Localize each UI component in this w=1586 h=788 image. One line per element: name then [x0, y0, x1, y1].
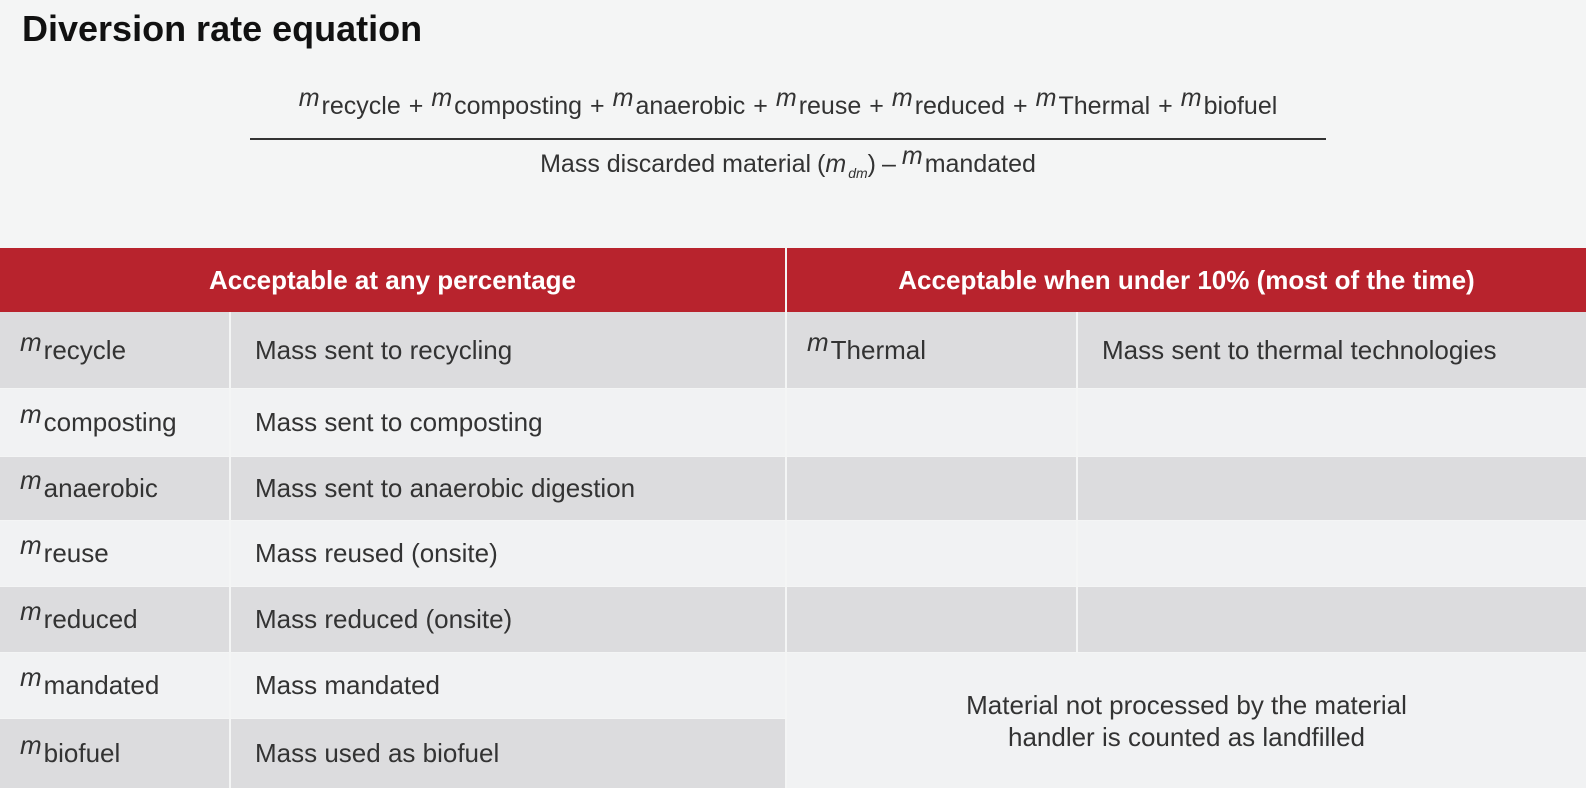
subscript: recycle: [43, 334, 127, 365]
term: mmandated: [902, 142, 1036, 179]
symbol: m: [20, 530, 42, 560]
symbol-cell: mreuse: [0, 521, 229, 586]
symbol-cell: mreduced: [0, 587, 229, 652]
symbol-cell: mmandated: [0, 653, 229, 718]
symbol-cell: mbiofuel: [0, 719, 229, 788]
symbol-cell: manaerobic: [0, 457, 229, 520]
symbol: m: [1180, 84, 1202, 112]
subscript: mandated: [43, 670, 160, 700]
symbol: m: [807, 326, 829, 357]
term: mrecycle: [20, 327, 127, 366]
symbol: m: [891, 84, 913, 112]
description-cell: Mass reused (onsite): [231, 521, 785, 586]
subscript: reduced: [914, 92, 1006, 120]
description-cell: Mass reduced (onsite): [231, 587, 785, 652]
symbol: m: [612, 84, 634, 112]
symbol: m: [825, 150, 847, 178]
subscript: anaerobic: [43, 473, 158, 503]
term: mcomposting: [20, 399, 177, 438]
operator: +: [753, 92, 768, 120]
operator: +: [869, 92, 884, 120]
symbol: m: [20, 596, 42, 626]
subscript: reuse: [43, 538, 109, 568]
symbol: m: [431, 84, 453, 112]
subscript: dm: [848, 165, 868, 181]
subscript: biofuel: [1203, 92, 1278, 120]
description-cell: Mass used as biofuel: [231, 719, 785, 788]
description-cell: [1078, 457, 1586, 520]
subscript: Thermal: [1058, 92, 1151, 120]
term: mcomposting: [431, 84, 583, 121]
header-cell: Acceptable at any percentage: [0, 248, 785, 312]
title: Diversion rate equation: [22, 8, 423, 49]
term: mThermal: [1036, 84, 1151, 121]
header-cell: Acceptable when under 10% (most of the t…: [787, 248, 1586, 312]
subscript: biofuel: [43, 738, 121, 768]
symbol-cell: [787, 457, 1076, 520]
symbol-cell: mThermal: [787, 312, 1076, 388]
symbol-cell: [787, 587, 1076, 652]
numerator: mrecycle + mcomposting + manaerobic + mreuse + m…: [250, 84, 1326, 138]
term: mreuse: [776, 84, 862, 121]
symbol-cell: mrecycle: [0, 312, 229, 388]
fraction-bar: [250, 138, 1326, 140]
paren-open: (: [817, 150, 826, 178]
symbol-cell: [787, 521, 1076, 586]
term: mrecycle: [299, 84, 401, 121]
paren: (m dm): [817, 150, 876, 181]
subscript: Thermal: [830, 334, 927, 365]
description-cell: Mass sent to composting: [231, 389, 785, 456]
symbol: m: [1035, 84, 1057, 112]
denominator-text: Mass discarded material: [540, 150, 812, 178]
term: mThermal: [807, 327, 927, 366]
symbol-cell: [787, 389, 1076, 456]
description-cell: Mass sent to anaerobic digestion: [231, 457, 785, 520]
equation: mrecycle + mcomposting + manaerobic + mreuse + m…: [250, 84, 1326, 181]
description-cell: Mass sent to thermal technologies: [1078, 312, 1586, 388]
operator: +: [1158, 92, 1173, 120]
subscript: reuse: [798, 92, 862, 120]
description-cell: [1078, 521, 1586, 586]
symbol: m: [20, 326, 42, 357]
subscript: mandated: [924, 150, 1036, 178]
term: manaerobic: [613, 84, 746, 121]
term: mreduced: [20, 596, 138, 635]
subscript: composting: [454, 92, 583, 120]
term: mreduced: [892, 84, 1006, 121]
term: manaerobic: [20, 465, 158, 504]
subscript: reduced: [43, 604, 138, 634]
term: mbiofuel: [1181, 84, 1278, 121]
description-cell: [1078, 389, 1586, 456]
operator: +: [590, 92, 605, 120]
symbol: m: [901, 142, 923, 170]
operator: +: [1013, 92, 1028, 120]
denominator: Mass discarded material (m dm) – mmandate…: [250, 142, 1326, 181]
symbol: m: [775, 84, 797, 112]
subscript: anaerobic: [635, 92, 746, 120]
symbol: m: [20, 662, 42, 692]
term: mmandated: [20, 662, 160, 701]
description-cell: Mass sent to recycling: [231, 312, 785, 388]
subscript: composting: [43, 407, 177, 437]
description-cell: Mass mandated: [231, 653, 785, 718]
symbol: m: [20, 730, 42, 760]
subscript: recycle: [321, 92, 401, 120]
operator: –: [881, 150, 896, 178]
description-cell: [1078, 587, 1586, 652]
symbol-cell: mcomposting: [0, 389, 229, 456]
note: Material not processed by the material h…: [787, 653, 1586, 788]
symbol: m: [20, 465, 42, 495]
symbol: m: [298, 84, 320, 112]
operator: +: [408, 92, 424, 120]
symbol: m: [20, 399, 42, 429]
paren-close: ): [867, 150, 876, 178]
note-text: Material not processed by the material h…: [966, 689, 1407, 752]
term: mreuse: [20, 530, 109, 569]
term: mbiofuel: [20, 730, 121, 769]
